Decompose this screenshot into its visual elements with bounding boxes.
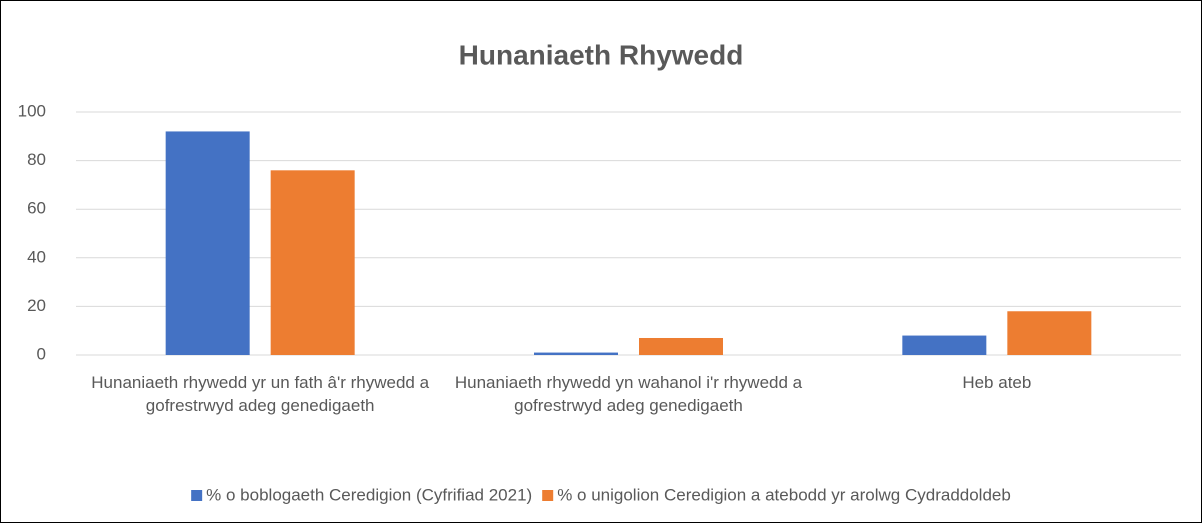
y-tick-label: 80 bbox=[27, 150, 46, 169]
bar bbox=[165, 131, 250, 355]
y-tick-label: 100 bbox=[18, 101, 46, 120]
bar bbox=[1007, 311, 1092, 355]
y-tick-label: 60 bbox=[27, 199, 46, 218]
legend-swatch bbox=[542, 490, 554, 501]
y-tick-label: 0 bbox=[37, 344, 46, 363]
x-tick-label: Hunaniaeth rhywedd yn wahanol i'r rhywed… bbox=[454, 373, 803, 415]
bar bbox=[902, 335, 987, 355]
y-tick-label: 40 bbox=[27, 247, 46, 266]
x-tick-label: Hunaniaeth rhywedd yr un fath â'r rhywed… bbox=[91, 373, 430, 415]
x-tick-label: Heb ateb bbox=[962, 373, 1032, 392]
legend-label: % o unigolion Ceredigion a atebodd yr ar… bbox=[557, 485, 1011, 504]
bar bbox=[639, 337, 723, 355]
y-tick-label: 20 bbox=[27, 296, 46, 315]
legend-label: % o boblogaeth Ceredigion (Cyfrifiad 202… bbox=[206, 485, 532, 504]
bar bbox=[534, 352, 618, 355]
legend-swatch bbox=[191, 490, 203, 501]
bar bbox=[270, 170, 355, 355]
chart-title: Hunaniaeth Rhywedd bbox=[459, 39, 744, 70]
